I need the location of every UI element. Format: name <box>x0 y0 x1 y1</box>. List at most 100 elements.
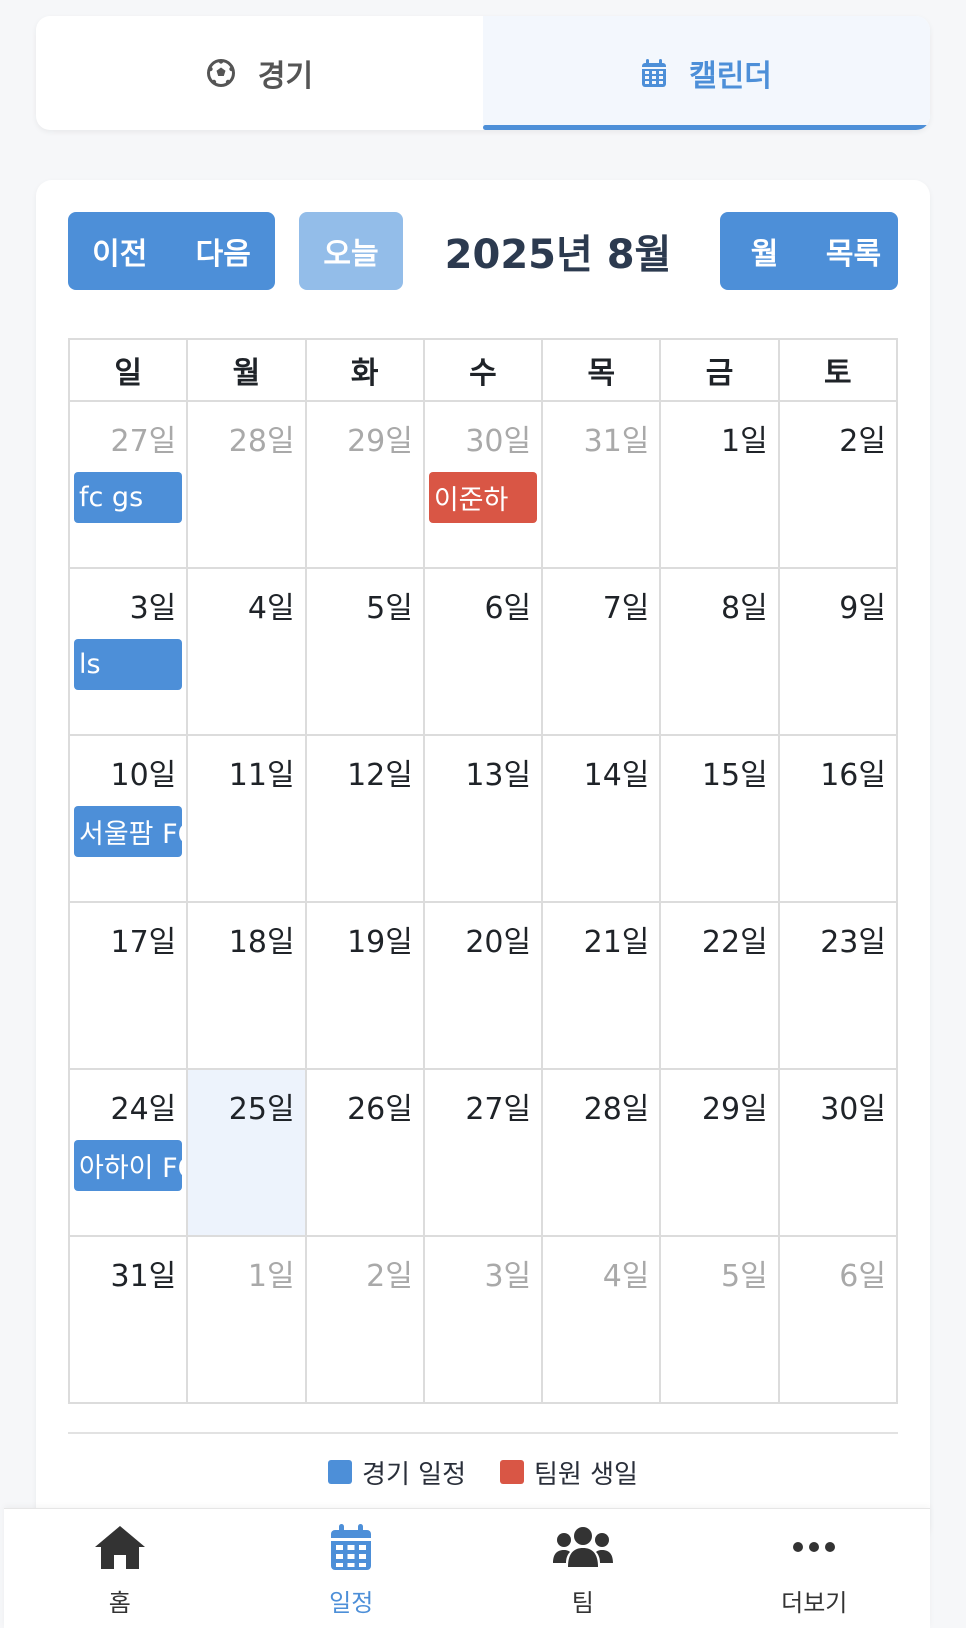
legend-birthday-label: 팀원 생일 <box>534 1459 638 1490</box>
calendar-day-cell[interactable]: 27일 <box>424 1070 544 1237</box>
today-button[interactable]: 오늘 <box>299 212 403 290</box>
nav-team[interactable]: 팀 <box>467 1509 699 1628</box>
calendar-day-cell[interactable]: 7일 <box>543 569 662 736</box>
calendar-day-cell[interactable]: 22일 <box>661 903 780 1070</box>
team-users-icon <box>552 1521 614 1573</box>
calendar-day-cell[interactable]: 21일 <box>543 903 662 1070</box>
calendar-week-row: 3일 ls 4일 5일 6일 7일 8일 9일 <box>70 569 898 736</box>
day-number: 23일 <box>820 925 886 960</box>
calendar-day-cell[interactable]: 9일 <box>779 569 898 736</box>
view-mode-group: 월 목록 <box>720 212 898 290</box>
month-view-button[interactable]: 월 <box>750 237 779 272</box>
calendar-day-cell[interactable]: 29일 <box>661 1070 780 1237</box>
tab-matches[interactable]: 경기 <box>36 16 483 130</box>
nav-more[interactable]: 더보기 <box>699 1509 931 1628</box>
legend: 경기 일정 팀원 생일 <box>36 1452 930 1492</box>
calendar-day-cell[interactable]: 26일 <box>306 1070 425 1237</box>
calendar-day-cell[interactable]: 3일 ls <box>70 569 189 736</box>
day-number: 21일 <box>583 925 650 960</box>
match-event[interactable]: fc gs <box>74 472 183 523</box>
calendar-day-cell[interactable]: 18일 <box>188 903 307 1070</box>
calendar-day-cell[interactable]: 17일 <box>70 903 189 1070</box>
weekday-header: 수 <box>424 340 544 402</box>
calendar-day-cell[interactable]: 5일 <box>661 1237 780 1404</box>
calendar-day-cell[interactable]: 4일 <box>543 1237 662 1404</box>
prev-button[interactable]: 이전 <box>92 237 148 272</box>
calendar-day-cell[interactable]: 31일 <box>70 1237 189 1404</box>
calendar-week-row: 27일 fc gs 28일 29일 30일 이준하 31일 1일 2일 <box>70 402 898 569</box>
day-number: 28일 <box>228 424 295 459</box>
day-number: 8일 <box>721 591 768 626</box>
weekday-header: 토 <box>779 340 898 402</box>
nav-home[interactable]: 홈 <box>4 1509 236 1628</box>
tab-calendar-label: 캘린더 <box>689 59 772 94</box>
calendar-day-cell[interactable]: 14일 <box>543 736 662 903</box>
calendar-day-cell[interactable]: 23일 <box>779 903 898 1070</box>
calendar-day-cell[interactable]: 11일 <box>188 736 307 903</box>
calendar-title: 2025년 8월 <box>444 232 672 278</box>
calendar-day-cell[interactable]: 29일 <box>306 402 425 569</box>
day-number: 19일 <box>347 925 413 960</box>
birthday-event[interactable]: 이준하 <box>428 472 538 523</box>
calendar-day-cell[interactable]: 8일 <box>661 569 780 736</box>
next-button[interactable]: 다음 <box>195 237 251 272</box>
calendar-day-cell[interactable]: 6일 <box>779 1237 898 1404</box>
tab-calendar[interactable]: 캘린더 <box>483 16 930 130</box>
day-number: 17일 <box>110 925 177 960</box>
day-number: 15일 <box>701 758 768 793</box>
calendar-week-row: 17일 18일 19일 20일 21일 22일 23일 <box>70 903 898 1070</box>
legend-birthday-swatch <box>500 1460 524 1484</box>
day-number: 11일 <box>228 758 295 793</box>
prev-next-group: 이전 다음 <box>68 212 275 290</box>
day-number: 30일 <box>465 424 532 459</box>
calendar-day-cell[interactable]: 13일 <box>424 736 544 903</box>
calendar-icon <box>641 58 667 88</box>
day-number: 28일 <box>583 1092 650 1127</box>
day-number: 24일 <box>110 1092 177 1127</box>
day-number: 16일 <box>820 758 886 793</box>
calendar-day-cell[interactable]: 5일 <box>306 569 425 736</box>
day-number: 1일 <box>721 424 768 459</box>
calendar-day-cell[interactable]: 2일 <box>779 402 898 569</box>
home-icon <box>92 1521 148 1573</box>
day-number: 3일 <box>484 1259 532 1294</box>
nav-schedule-label: 일정 <box>329 1589 374 1617</box>
match-event[interactable]: ls <box>74 639 183 690</box>
nav-schedule[interactable]: 일정 <box>236 1509 468 1628</box>
calendar-day-cell[interactable]: 28일 <box>543 1070 662 1237</box>
calendar-day-cell[interactable]: 2일 <box>306 1237 425 1404</box>
list-view-button[interactable]: 목록 <box>825 237 882 272</box>
calendar-day-cell[interactable]: 20일 <box>424 903 544 1070</box>
day-number: 22일 <box>701 925 768 960</box>
day-number: 6일 <box>839 1259 886 1294</box>
day-number: 4일 <box>602 1259 650 1294</box>
calendar-day-cell[interactable]: 27일 fc gs <box>70 402 189 569</box>
day-number: 3일 <box>129 591 177 626</box>
calendar-day-cell[interactable]: 30일 <box>779 1070 898 1237</box>
day-number: 20일 <box>465 925 532 960</box>
calendar-day-cell-today[interactable]: 25일 <box>188 1070 307 1237</box>
legend-match-label: 경기 일정 <box>362 1459 466 1490</box>
calendar-day-cell[interactable]: 15일 <box>661 736 780 903</box>
calendar-day-cell[interactable]: 3일 <box>424 1237 544 1404</box>
calendar-day-cell[interactable]: 16일 <box>779 736 898 903</box>
tab-matches-label: 경기 <box>257 59 314 94</box>
nav-home-label: 홈 <box>108 1589 131 1617</box>
day-number: 5일 <box>366 591 413 626</box>
calendar-day-cell[interactable]: 6일 <box>424 569 544 736</box>
calendar-day-cell[interactable]: 1일 <box>661 402 780 569</box>
calendar-day-cell[interactable]: 31일 <box>543 402 662 569</box>
calendar-day-cell[interactable]: 19일 <box>306 903 425 1070</box>
calendar-day-cell[interactable]: 12일 <box>306 736 425 903</box>
day-number: 13일 <box>465 758 532 793</box>
match-event[interactable]: 서울팜 FC <box>74 806 183 857</box>
calendar-day-cell[interactable]: 4일 <box>188 569 307 736</box>
calendar-day-cell[interactable]: 28일 <box>188 402 307 569</box>
calendar-day-cell[interactable]: 1일 <box>188 1237 307 1404</box>
day-number: 27일 <box>465 1092 532 1127</box>
match-event[interactable]: 아하이 FC <box>74 1140 183 1191</box>
